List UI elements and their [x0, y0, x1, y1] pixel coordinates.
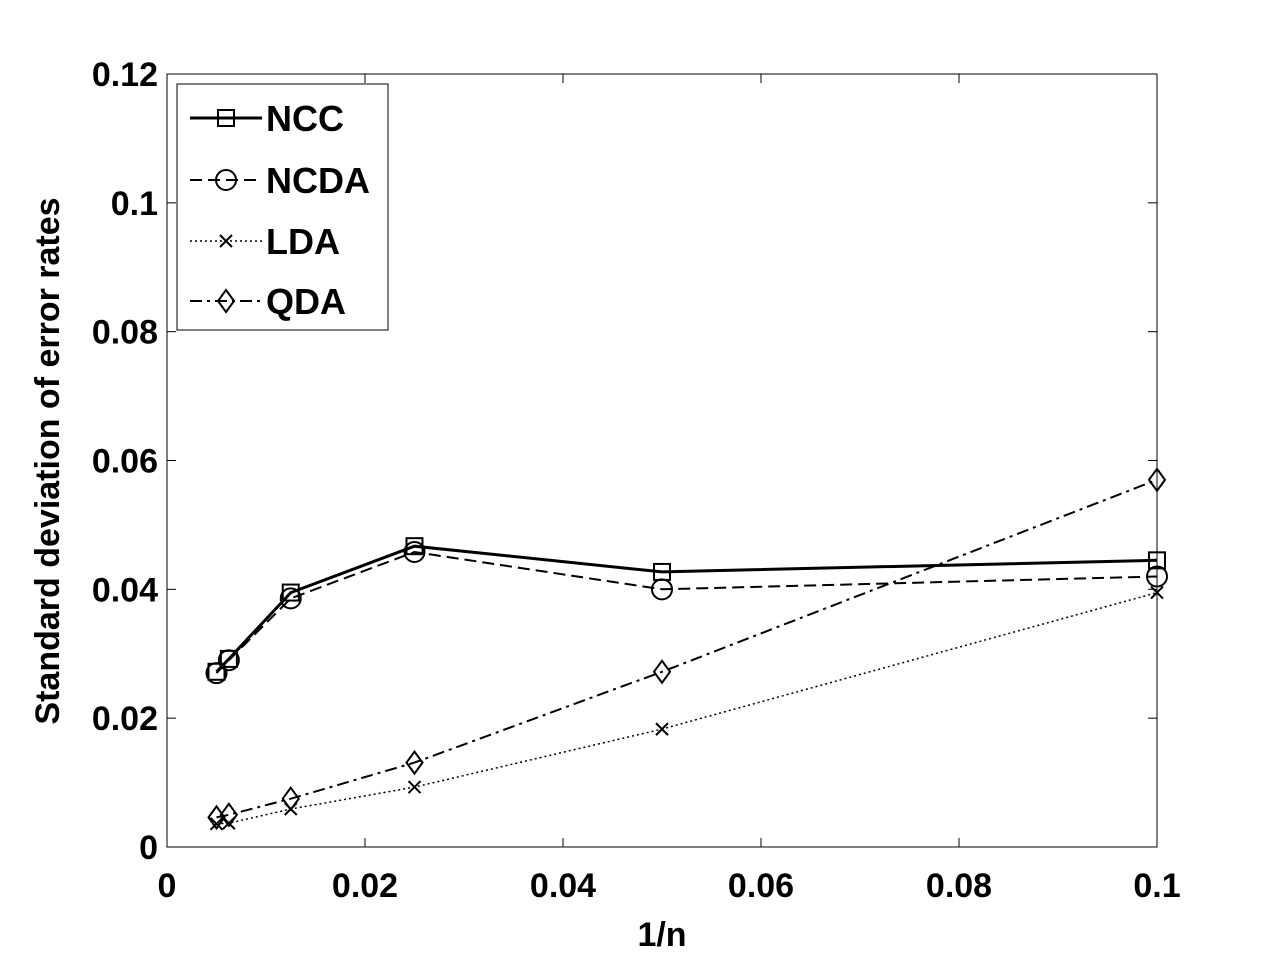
y-tick-label: 0.02 — [92, 700, 158, 738]
data-point-lda — [1150, 585, 1164, 600]
data-point-ncda — [403, 540, 426, 563]
data-point-ncda — [1146, 565, 1168, 588]
x-axis-title: 1/n — [637, 916, 686, 954]
series-layer — [205, 467, 1168, 831]
series-qda — [207, 467, 1167, 831]
y-axis-title: Standard deviation of error rates — [29, 197, 67, 724]
data-point-ncda — [279, 587, 302, 610]
y-tick-label: 0 — [139, 829, 158, 867]
legend: NCC NCDA LDA QDA — [176, 83, 389, 331]
data-point-ncda — [651, 578, 673, 601]
data-point-ncda — [205, 662, 228, 685]
y-tick-label: 0.08 — [92, 314, 158, 352]
legend-marker-lda — [219, 234, 233, 248]
y-tick-label: 0.1 — [111, 185, 158, 223]
data-point-ncda — [217, 649, 240, 672]
data-point-qda — [219, 802, 239, 828]
legend-label-ncda: NCDA — [266, 160, 370, 201]
x-tick-label: 0.1 — [1133, 867, 1180, 905]
data-point-lda — [407, 780, 422, 794]
data-point-qda — [1147, 467, 1167, 493]
legend-label-ncc: NCC — [266, 98, 344, 139]
data-point-ncc — [1148, 551, 1166, 570]
x-tick-label: 0.02 — [332, 867, 398, 905]
data-point-qda — [405, 749, 424, 776]
x-tick-label: 0.06 — [728, 867, 794, 905]
legend-marker-qda — [216, 288, 236, 314]
series-line-ncda — [215, 550, 1158, 674]
legend-box — [176, 83, 389, 331]
legend-label-lda: LDA — [266, 221, 340, 262]
legend-marker-ncc — [217, 109, 235, 127]
x-tick-label: 0.04 — [530, 867, 596, 905]
data-point-lda — [209, 817, 224, 831]
y-tick-label: 0.04 — [92, 571, 158, 609]
data-point-qda — [652, 659, 672, 685]
x-tick-label: 0 — [158, 867, 177, 905]
series-line-ncc — [215, 544, 1158, 673]
x-tick-label: 0.08 — [926, 867, 992, 905]
legend-label-qda: QDA — [266, 281, 346, 322]
axis-ticks: 0 0.02 0.04 0.06 0.08 0.1 0 0.02 0.04 0.06 0.08 0.1… — [92, 56, 1181, 905]
legend-marker-ncda — [215, 169, 237, 191]
y-tick-label: 0.06 — [92, 443, 158, 481]
series-line-qda — [216, 478, 1158, 819]
series-ncda — [205, 540, 1168, 685]
data-point-lda — [655, 722, 669, 736]
y-tick-label: 0.12 — [92, 56, 158, 94]
data-point-qda — [281, 785, 300, 812]
